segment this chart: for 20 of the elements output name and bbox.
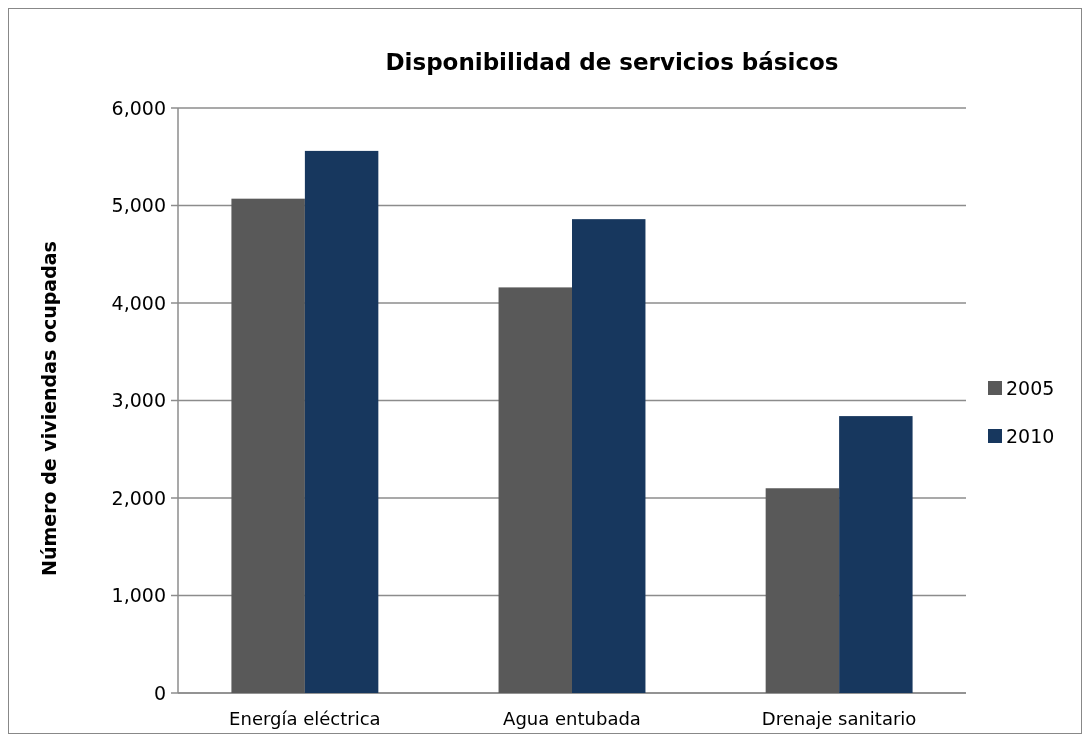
- bar: [304, 150, 379, 693]
- bar: [498, 287, 572, 693]
- y-tick-label: 3,000: [111, 389, 166, 412]
- y-tick-label: 1,000: [111, 584, 166, 607]
- legend-label: 2010: [1006, 424, 1055, 447]
- chart-title: Disponibilidad de servicios básicos: [385, 49, 839, 75]
- y-axis-title: Número de viviendas ocupadas: [38, 241, 60, 576]
- x-tick-label: Energía eléctrica: [229, 708, 381, 729]
- y-tick-label: 6,000: [111, 96, 166, 119]
- y-tick-label: 5,000: [111, 194, 166, 217]
- y-tick-label: 2,000: [111, 486, 166, 509]
- y-tick-label: 4,000: [111, 291, 166, 314]
- x-tick-label: Agua entubada: [503, 708, 641, 729]
- bar: [572, 219, 646, 693]
- bar: [231, 198, 305, 693]
- bar: [839, 416, 913, 693]
- y-tick-label: 0: [153, 681, 166, 704]
- bar: [765, 488, 840, 693]
- legend-label: 2005: [1006, 376, 1055, 399]
- x-tick-label: Drenaje sanitario: [761, 708, 917, 729]
